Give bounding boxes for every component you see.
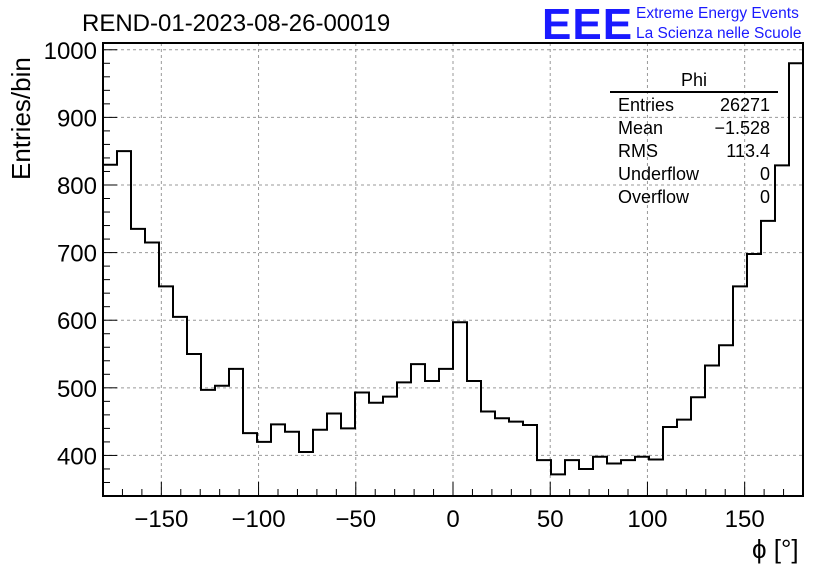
stats-value: 0	[759, 187, 770, 207]
stats-label: Overflow	[618, 187, 690, 207]
chart-title: REND-01-2023-08-26-00019	[82, 10, 391, 37]
x-tick-label: 150	[725, 506, 765, 533]
stats-label: Underflow	[618, 164, 700, 184]
stats-label: Mean	[618, 118, 664, 138]
x-tick-label: −100	[232, 506, 286, 533]
y-tick-label: 1000	[44, 38, 97, 65]
eee-logo: EEE	[542, 0, 634, 49]
logo-line-2: La Scienza nelle Scuole	[636, 25, 802, 42]
stats-row-rms: RMS 113.4	[610, 139, 778, 162]
x-axis-label: ϕ [°]	[752, 534, 799, 564]
stats-row-entries: Entries 26271	[610, 93, 778, 116]
stats-box: Phi Entries 26271 Mean −1.528 RMS 113.4 …	[610, 70, 778, 208]
stats-value: 113.4	[726, 141, 770, 161]
logo-line-1: Extreme Energy Events	[636, 5, 799, 22]
stats-row-overflow: Overflow 0	[610, 185, 778, 208]
y-tick-label: 500	[57, 376, 97, 403]
y-tick-label: 900	[57, 105, 97, 132]
tick-labels: −150 −100 −50 0 50 100 150 400 500 600 700 800 900 10…	[44, 38, 765, 533]
y-tick-label: 400	[57, 443, 97, 470]
y-tick-label: 800	[57, 173, 97, 200]
histogram-line	[103, 62, 803, 476]
logo-caption: Extreme Energy Events La Scienza nelle S…	[636, 4, 801, 44]
axis-ticks	[102, 49, 804, 497]
stats-value: −1.528	[714, 118, 770, 138]
x-tick-label: −50	[335, 506, 376, 533]
grid-lines	[103, 43, 803, 496]
x-tick-label: 100	[627, 506, 667, 533]
plot-frame	[102, 42, 804, 497]
stats-value: 0	[759, 164, 770, 184]
x-tick-label: −150	[134, 506, 188, 533]
stats-row-underflow: Underflow 0	[610, 162, 778, 185]
stats-label: RMS	[618, 141, 658, 161]
stats-label: Entries	[618, 95, 675, 115]
stats-value: 26271	[719, 95, 770, 115]
x-tick-label: 50	[537, 506, 564, 533]
y-axis-label: Entries/bin	[6, 57, 36, 180]
stats-name: Phi	[610, 70, 778, 93]
x-tick-label: 0	[446, 506, 459, 533]
stats-row-mean: Mean −1.528	[610, 116, 778, 139]
y-tick-label: 600	[57, 308, 97, 335]
y-tick-label: 700	[57, 241, 97, 268]
